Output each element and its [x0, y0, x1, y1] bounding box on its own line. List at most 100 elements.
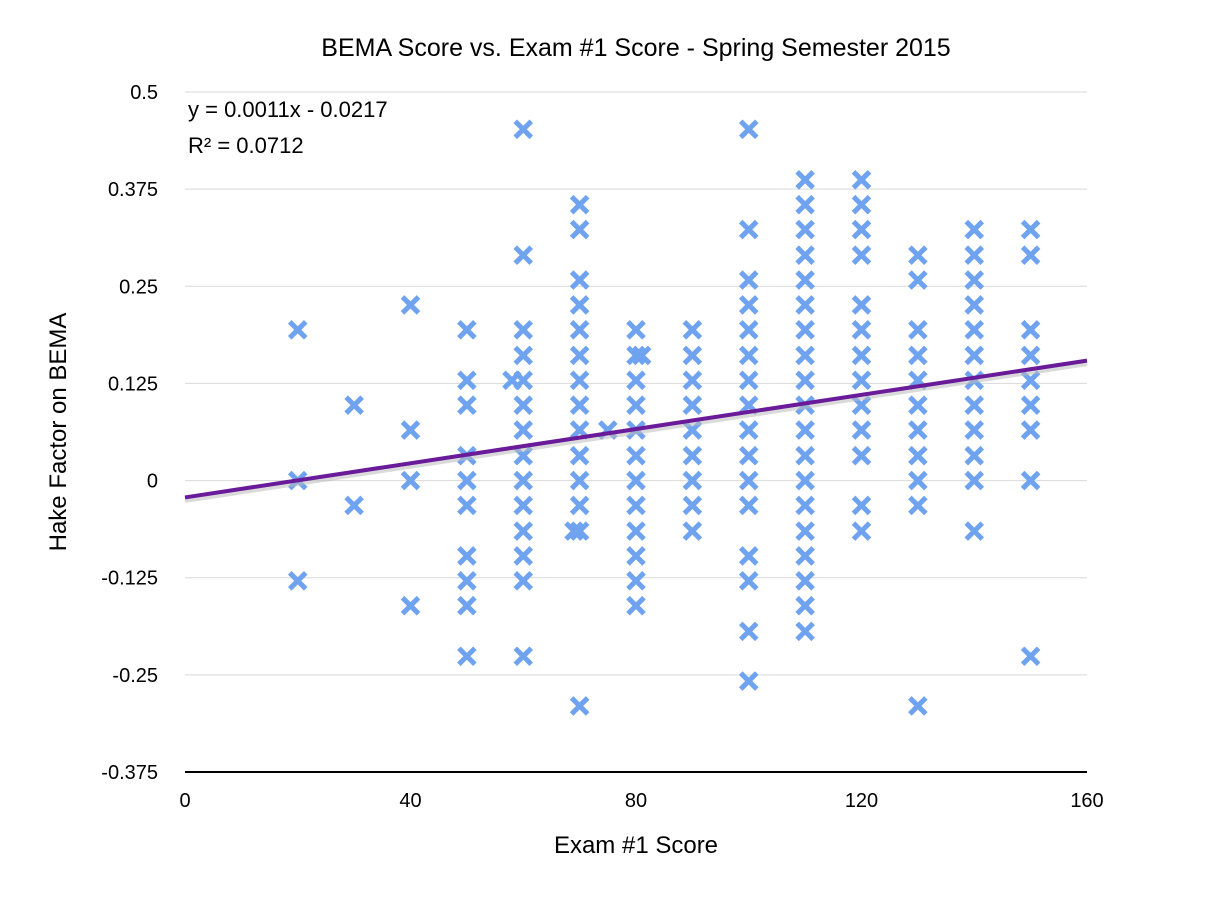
data-point-marker: [569, 495, 590, 516]
data-point-marker: [626, 470, 646, 491]
data-point-marker: [795, 194, 815, 215]
data-point-marker: [457, 571, 477, 591]
x-tick-label: 120: [845, 790, 878, 812]
data-point-marker: [513, 646, 534, 666]
data-point-marker: [569, 219, 590, 240]
x-tick-label: 80: [625, 790, 647, 812]
data-point-marker: [569, 320, 590, 340]
data-point-marker: [1020, 245, 1041, 265]
data-point-marker: [682, 345, 703, 366]
data-point-marker: [738, 420, 759, 440]
data-point-marker: [569, 270, 590, 290]
data-point-marker: [287, 320, 308, 340]
data-point-marker: [908, 420, 928, 440]
data-point-marker: [626, 546, 646, 566]
data-point-marker: [795, 420, 815, 440]
data-point-marker: [795, 370, 815, 391]
chart-title: BEMA Score vs. Exam #1 Score - Spring Se…: [321, 34, 950, 62]
data-point-marker: [738, 470, 759, 491]
data-point-marker: [626, 320, 646, 340]
data-point-marker: [569, 194, 590, 215]
data-point-marker: [851, 320, 872, 340]
data-point-marker: [738, 671, 759, 691]
data-point-marker: [964, 245, 985, 265]
data-point-marker: [738, 445, 759, 466]
data-point-marker: [738, 320, 759, 340]
y-axis-ticks: 0.5 0.375 0.25 0.125 0 -0.125 -0.25 -0.375: [101, 82, 158, 784]
data-point-marker: [631, 345, 652, 366]
data-point-marker: [513, 571, 534, 591]
data-point-marker: [908, 345, 928, 366]
data-point-marker: [795, 595, 815, 616]
data-point-marker: [682, 395, 703, 415]
y-tick-label: 0: [147, 471, 158, 493]
data-point-marker: [908, 395, 928, 415]
data-point-marker: [795, 170, 815, 190]
data-point-marker: [626, 571, 646, 591]
data-point-marker: [569, 445, 590, 466]
data-point-marker: [964, 345, 985, 366]
data-point-marker: [626, 445, 646, 466]
data-point-marker: [682, 521, 703, 541]
data-point-marker: [626, 395, 646, 415]
data-point-marker: [513, 119, 534, 140]
data-point-marker: [400, 295, 421, 315]
data-point-marker: [851, 521, 872, 541]
data-point-marker: [457, 495, 477, 516]
data-point-marker: [795, 571, 815, 591]
data-point-marker: [738, 495, 759, 516]
data-point-marker: [513, 521, 534, 541]
data-point-marker: [908, 245, 928, 265]
data-point-marker: [738, 370, 759, 391]
data-point-marker: [626, 595, 646, 616]
data-point-marker: [795, 445, 815, 466]
data-point-marker: [738, 345, 759, 366]
data-point-marker: [795, 470, 815, 491]
data-point-marker: [795, 621, 815, 642]
data-point-marker: [738, 219, 759, 240]
data-point-marker: [344, 495, 364, 516]
data-point-marker: [457, 646, 477, 666]
data-point-marker: [513, 395, 534, 415]
data-point-marker: [569, 370, 590, 391]
data-point-marker: [1020, 345, 1041, 366]
data-point-marker: [795, 219, 815, 240]
y-tick-label: 0.5: [130, 82, 158, 104]
data-point-marker: [851, 194, 872, 215]
data-point-marker: [795, 245, 815, 265]
data-point-marker: [964, 445, 985, 466]
y-tick-label: 0.375: [108, 179, 158, 201]
trendline-group: [184, 358, 1088, 503]
data-point-marker: [964, 295, 985, 315]
data-point-marker: [1020, 420, 1041, 440]
data-point-marker: [795, 295, 815, 315]
data-point-marker: [1020, 320, 1041, 340]
data-point-marker: [738, 571, 759, 591]
data-point-marker: [400, 595, 421, 616]
data-point-marker: [908, 445, 928, 466]
y-tick-label: -0.375: [101, 762, 158, 784]
data-point-marker: [795, 345, 815, 366]
data-point-marker: [457, 370, 477, 391]
data-point-marker: [738, 270, 759, 290]
data-point-marker: [682, 470, 703, 491]
data-point-marker: [400, 470, 421, 491]
data-point-marker: [400, 420, 421, 440]
data-point-marker: [682, 370, 703, 391]
data-point-marker: [1020, 395, 1041, 415]
data-point-marker: [964, 521, 985, 541]
data-point-marker: [569, 696, 590, 716]
x-tick-label: 160: [1070, 790, 1103, 812]
data-point-marker: [513, 420, 534, 440]
data-point-marker: [513, 320, 534, 340]
data-point-marker: [682, 445, 703, 466]
data-point-marker: [513, 546, 534, 566]
data-point-marker: [1020, 219, 1041, 240]
trendline-r-squared: R² = 0.0712: [188, 133, 304, 158]
x-tick-label: 0: [179, 790, 190, 812]
data-point-marker: [626, 521, 646, 541]
data-point-marker: [964, 420, 985, 440]
data-point-marker: [964, 470, 985, 491]
data-point-marker: [795, 495, 815, 516]
